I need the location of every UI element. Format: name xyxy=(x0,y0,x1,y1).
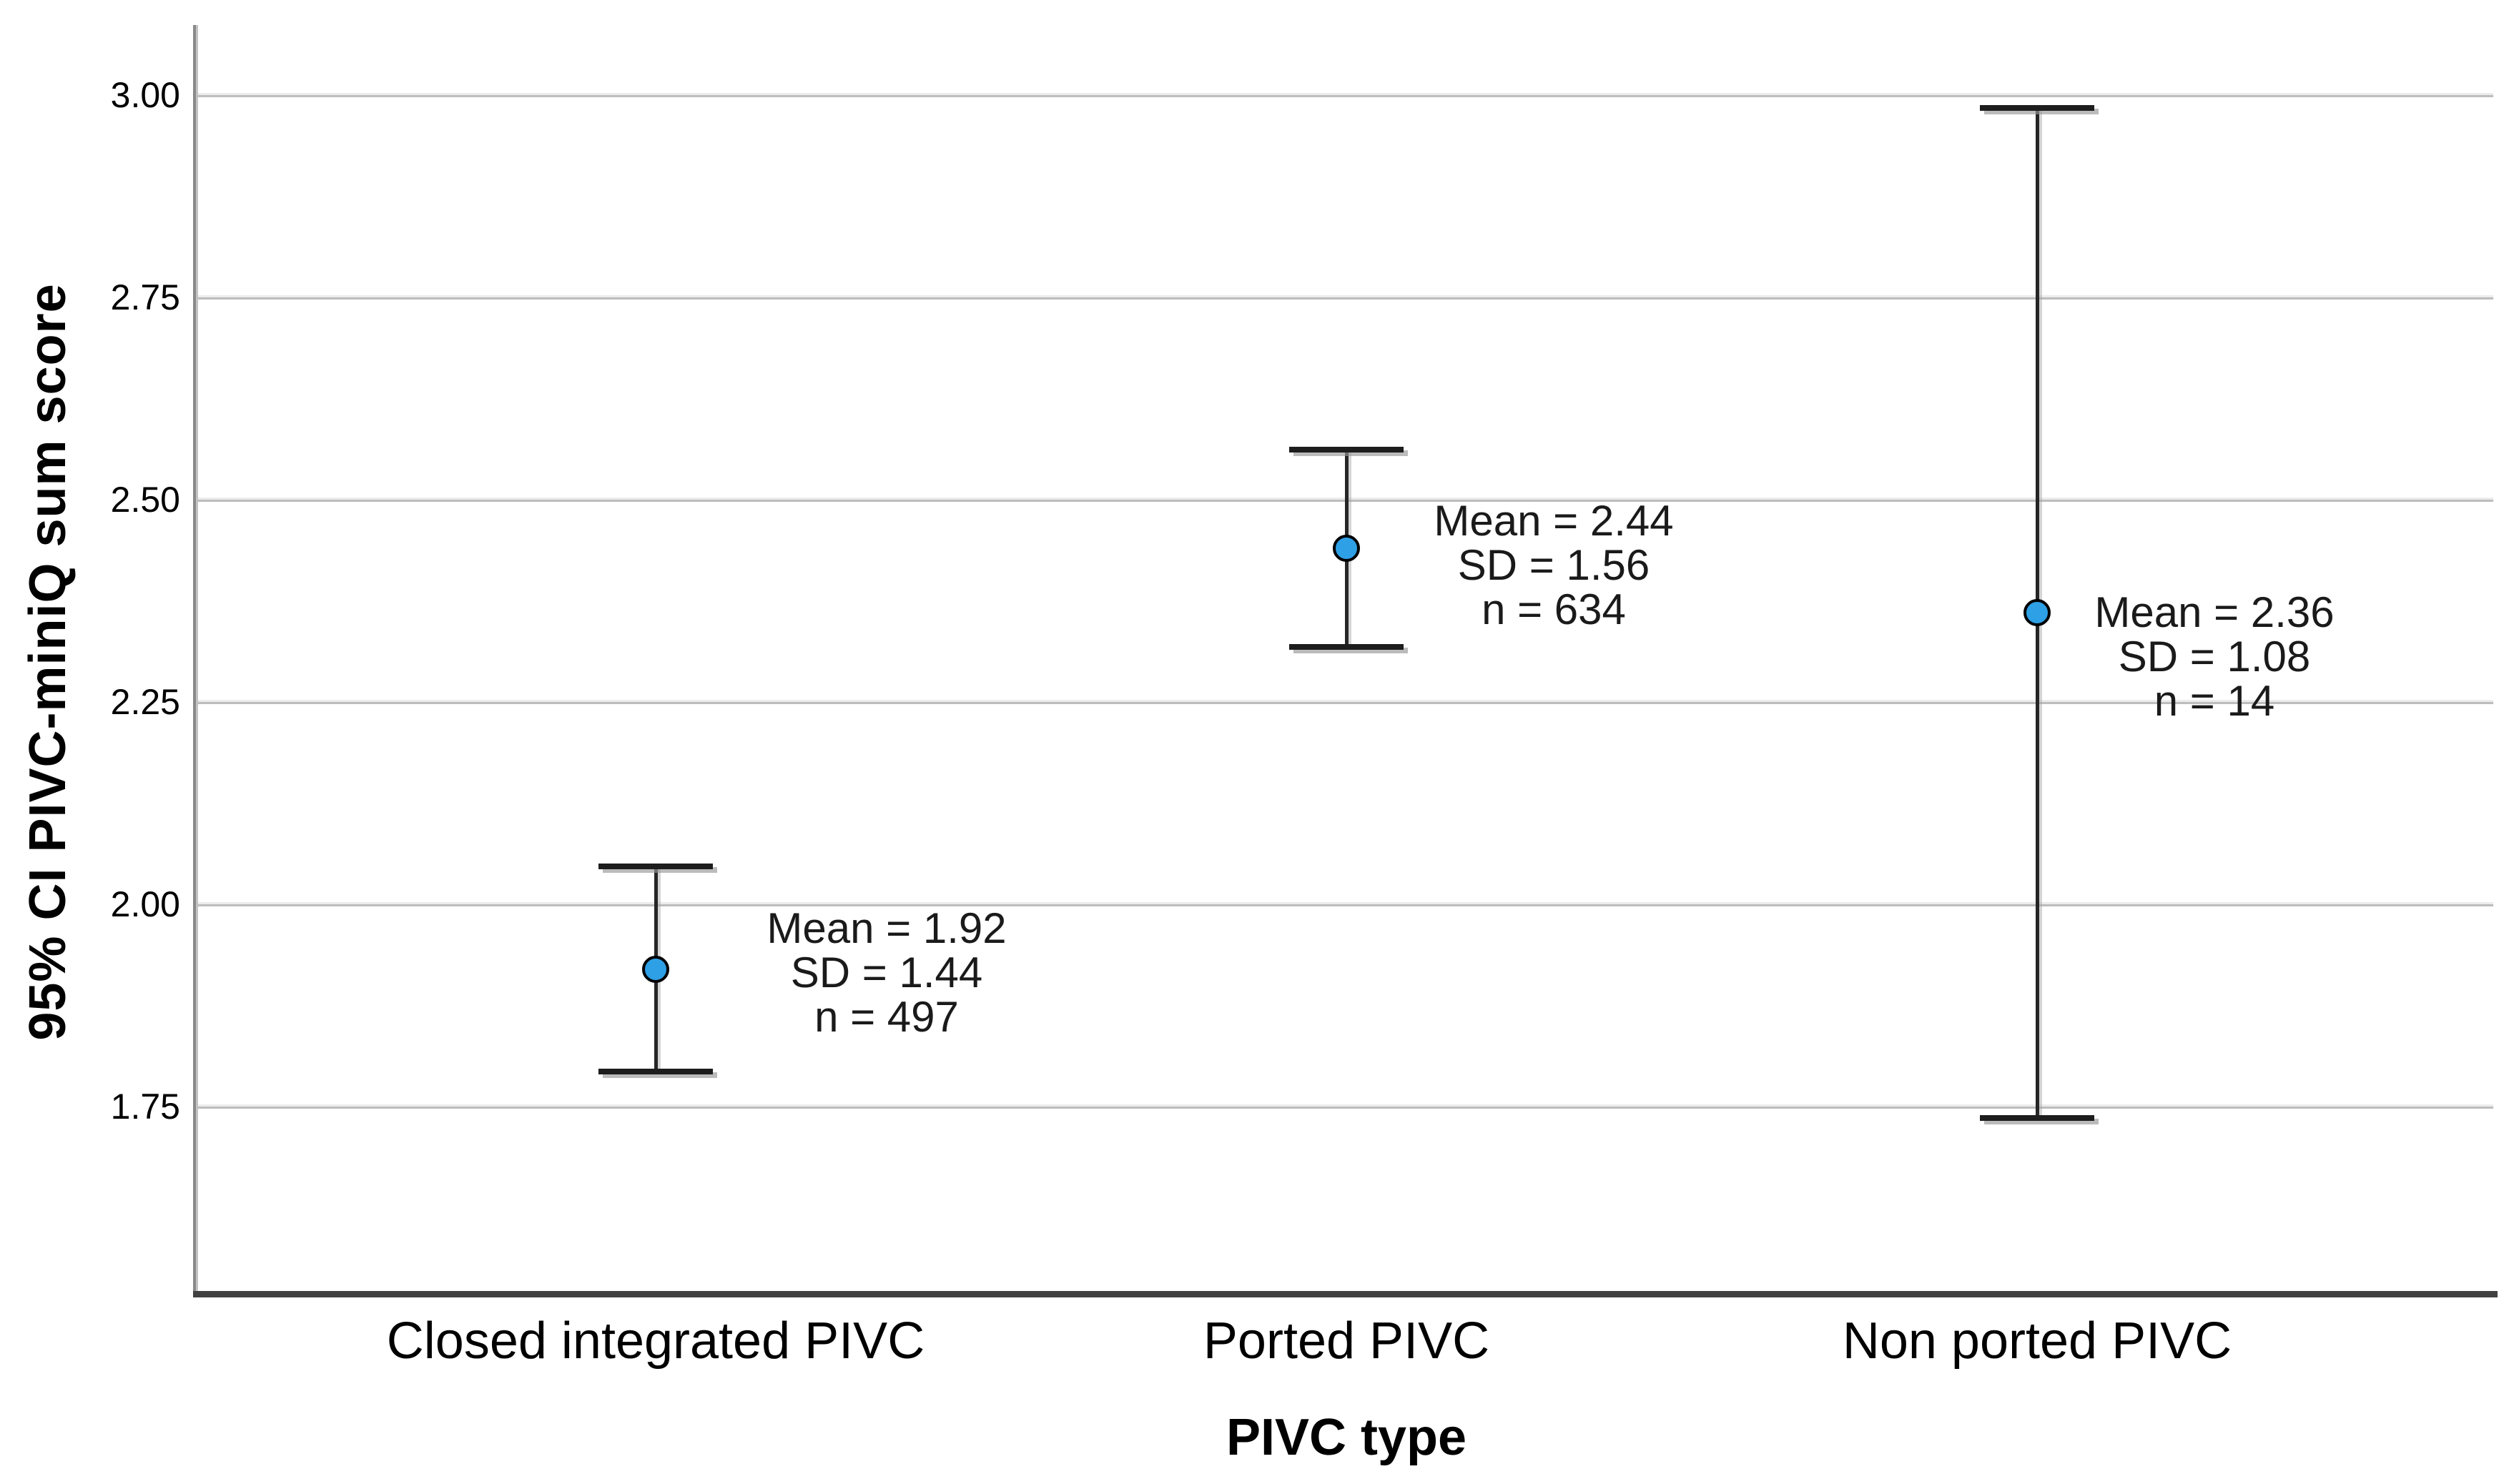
data-label-line: Mean = 1.92 xyxy=(766,904,1007,952)
y-axis-line xyxy=(193,25,198,1297)
y-tick-label: 1.75 xyxy=(110,1087,180,1127)
gridline xyxy=(195,93,2493,97)
data-label-line: SD = 1.08 xyxy=(2118,633,2311,681)
data-label-line: n = 14 xyxy=(2154,677,2275,726)
data-label-line: n = 634 xyxy=(1482,585,1626,633)
error-bar-cap-bottom xyxy=(1289,644,1404,651)
gridline xyxy=(195,902,2493,906)
gridline xyxy=(195,1104,2493,1109)
y-tick-label: 2.50 xyxy=(110,480,180,520)
mean-point xyxy=(642,955,669,983)
data-label: Mean = 1.92 SD = 1.44 n = 497 xyxy=(601,906,1173,1039)
gridline xyxy=(195,498,2493,502)
y-tick-label: 3.00 xyxy=(110,75,180,115)
mean-point xyxy=(1333,534,1360,562)
data-label-line: Mean = 2.44 xyxy=(1434,496,1674,545)
error-bar-cap-top xyxy=(1980,105,2094,112)
error-bar-cap-top xyxy=(598,863,713,869)
gridline xyxy=(195,295,2493,300)
x-axis-title: PIVC type xyxy=(1226,1409,1467,1466)
data-label-line: Mean = 2.36 xyxy=(2094,588,2335,637)
y-tick-label: 2.00 xyxy=(110,884,180,924)
mean-point xyxy=(2023,599,2051,627)
x-category-label: Non ported PIVC xyxy=(1842,1312,2232,1370)
error-bar-cap-bottom xyxy=(598,1069,713,1075)
data-label-line: n = 497 xyxy=(814,992,959,1041)
error-bar-cap-bottom xyxy=(1980,1114,2094,1121)
error-bar-cap-top xyxy=(1289,446,1404,452)
gridline xyxy=(195,700,2493,704)
y-tick-label: 2.25 xyxy=(110,682,180,722)
data-label-line: SD = 1.56 xyxy=(1457,540,1650,589)
x-axis-line xyxy=(193,1291,2498,1297)
data-label: Mean = 2.44 SD = 1.56 n = 634 xyxy=(1268,496,1840,633)
x-category-label: Closed integrated PIVC xyxy=(386,1312,925,1370)
data-label: Mean = 2.36 SD = 1.08 n = 14 xyxy=(1928,590,2500,723)
x-category-label: Ported PIVC xyxy=(1203,1312,1490,1370)
data-label-line: SD = 1.44 xyxy=(790,948,983,996)
y-tick-label: 2.75 xyxy=(110,277,180,317)
y-axis-title: 95% CI PIVC-miniQ sum score xyxy=(19,283,77,1041)
